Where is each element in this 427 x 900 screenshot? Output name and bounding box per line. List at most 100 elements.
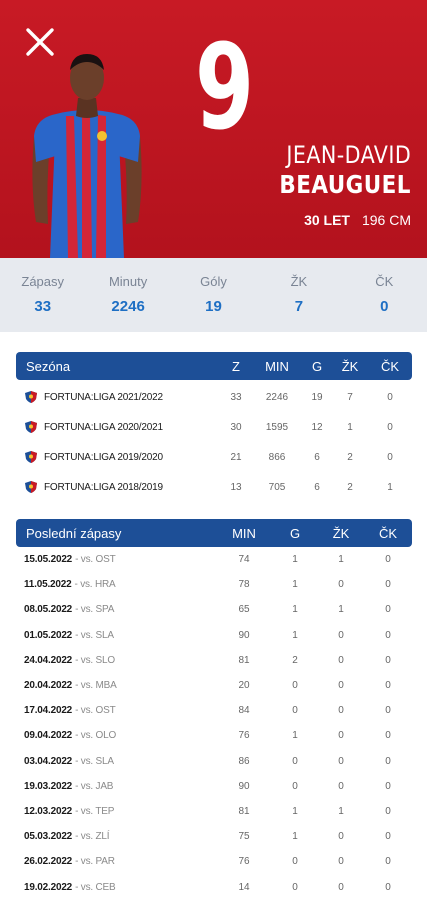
club-badge-icon <box>25 451 37 463</box>
match-min: 74 <box>238 554 250 566</box>
match-zk: 0 <box>338 755 344 767</box>
match-zk: 0 <box>338 881 344 893</box>
match-cell: 05.03.2022- vs. ZLÍ <box>16 831 216 842</box>
player-last-name: BEAUGUEL <box>279 170 411 199</box>
matches-col-title: Poslední zápasy <box>26 525 122 541</box>
summary-goals: Góly 19 <box>171 258 256 332</box>
player-first-name: JEAN-DAVID <box>286 141 411 169</box>
match-cell: 26.02.2022- vs. PAR <box>16 856 216 867</box>
match-zk: 1 <box>338 604 344 616</box>
match-row[interactable]: 05.03.2022- vs. ZLÍ 75 1 0 0 <box>16 824 412 849</box>
summary-label: Góly <box>200 274 227 289</box>
match-g: 1 <box>292 579 298 591</box>
match-cell: 01.05.2022- vs. SLA <box>16 630 216 641</box>
season-row[interactable]: FORTUNA:LIGA 2019/2020 21 866 6 2 0 <box>16 442 412 472</box>
match-row[interactable]: 03.04.2022- vs. SLA 86 0 0 0 <box>16 749 412 774</box>
match-ck: 0 <box>385 604 391 616</box>
match-date: 20.04.2022 <box>24 680 73 692</box>
match-min: 78 <box>238 579 250 591</box>
player-height: 196 CM <box>361 212 411 228</box>
match-ck: 0 <box>385 780 391 792</box>
match-row[interactable]: 19.03.2022- vs. JAB 90 0 0 0 <box>16 774 412 799</box>
match-cell: 09.04.2022- vs. OLO <box>16 730 216 741</box>
summary-value: 0 <box>380 298 389 315</box>
summary-label: Zápasy <box>21 274 65 289</box>
match-min: 20 <box>238 680 250 692</box>
match-date: 08.05.2022 <box>24 604 73 616</box>
match-ck: 0 <box>385 755 391 767</box>
match-opponent: - vs. PAR <box>75 856 115 868</box>
matches-table: Poslední zápasy MIN G ŽK ČK 15.05.2022- … <box>16 519 412 900</box>
match-row[interactable]: 08.05.2022- vs. SPA 65 1 1 0 <box>16 597 412 622</box>
match-opponent: - vs. SLA <box>75 629 114 641</box>
season-ck: 0 <box>387 421 393 433</box>
season-row[interactable]: FORTUNA:LIGA 2021/2022 33 2246 19 7 0 <box>16 382 412 412</box>
season-name: FORTUNA:LIGA 2021/2022 <box>44 391 163 403</box>
match-row[interactable]: 26.02.2022- vs. PAR 76 0 0 0 <box>16 849 412 874</box>
summary-value: 2246 <box>111 298 145 315</box>
match-cell: 03.04.2022- vs. SLA <box>16 756 216 767</box>
season-ck: 0 <box>387 451 393 463</box>
match-g: 1 <box>292 604 298 616</box>
matches-col-ck: ČK <box>378 525 398 541</box>
season-ck: 1 <box>387 481 393 493</box>
match-zk: 1 <box>338 554 344 566</box>
season-row[interactable]: FORTUNA:LIGA 2018/2019 13 705 6 2 1 <box>16 472 412 502</box>
match-cell: 15.05.2022- vs. OST <box>16 554 216 565</box>
match-g: 0 <box>292 680 298 692</box>
match-min: 86 <box>238 755 250 767</box>
match-g: 1 <box>292 730 298 742</box>
match-zk: 0 <box>338 579 344 591</box>
match-ck: 0 <box>385 881 391 893</box>
season-table: Sezóna Z MIN G ŽK ČK FORTUNA:LIGA 2021/2… <box>16 352 412 502</box>
match-row[interactable]: 09.04.2022- vs. OLO 76 1 0 0 <box>16 723 412 748</box>
match-min: 65 <box>238 604 250 616</box>
match-g: 0 <box>292 881 298 893</box>
match-row[interactable]: 12.03.2022- vs. TEP 81 1 1 0 <box>16 799 412 824</box>
match-zk: 0 <box>338 629 344 641</box>
match-g: 2 <box>292 654 298 666</box>
summary-matches: Zápasy 33 <box>0 258 85 332</box>
season-g: 6 <box>314 451 320 463</box>
summary-value: 33 <box>34 298 52 315</box>
player-hero: 9 JEAN-DAVID BEAUGUEL 30 LET 196 CM <box>0 0 427 258</box>
match-row[interactable]: 24.04.2022- vs. SLO 81 2 0 0 <box>16 648 412 673</box>
match-row[interactable]: 17.04.2022- vs. OST 84 0 0 0 <box>16 698 412 723</box>
club-badge-icon <box>25 391 37 403</box>
club-badge-icon <box>25 421 37 433</box>
match-ck: 0 <box>385 680 391 692</box>
season-col-z: Z <box>232 358 240 374</box>
match-cell: 19.02.2022- vs. CEB <box>16 882 216 893</box>
close-icon[interactable] <box>22 24 58 60</box>
season-ck: 0 <box>387 391 393 403</box>
match-ck: 0 <box>385 805 391 817</box>
match-date: 15.05.2022 <box>24 554 73 566</box>
match-zk: 0 <box>338 780 344 792</box>
match-min: 76 <box>238 856 250 868</box>
match-date: 05.03.2022 <box>24 831 73 843</box>
match-ck: 0 <box>385 856 391 868</box>
match-row[interactable]: 11.05.2022- vs. HRA 78 1 0 0 <box>16 572 412 597</box>
match-min: 14 <box>238 881 250 893</box>
match-min: 75 <box>238 831 250 843</box>
season-z: 33 <box>230 391 242 403</box>
player-meta: 30 LET 196 CM <box>304 212 411 228</box>
match-row[interactable]: 20.04.2022- vs. MBA 20 0 0 0 <box>16 673 412 698</box>
summary-value: 19 <box>205 298 222 315</box>
match-min: 81 <box>238 805 250 817</box>
match-row[interactable]: 01.05.2022- vs. SLA 90 1 0 0 <box>16 623 412 648</box>
match-opponent: - vs. OST <box>75 554 116 566</box>
match-cell: 24.04.2022- vs. SLO <box>16 655 216 666</box>
match-date: 11.05.2022 <box>24 579 72 591</box>
season-zk: 2 <box>347 481 353 493</box>
season-row[interactable]: FORTUNA:LIGA 2020/2021 30 1595 12 1 0 <box>16 412 412 442</box>
match-cell: 12.03.2022- vs. TEP <box>16 806 216 817</box>
summary-stats: Zápasy 33 Minuty 2246 Góly 19 ŽK 7 ČK 0 <box>0 258 427 332</box>
season-zk: 2 <box>347 451 353 463</box>
match-row[interactable]: 19.02.2022- vs. CEB 14 0 0 0 <box>16 874 412 899</box>
match-zk: 1 <box>338 805 344 817</box>
match-row[interactable]: 15.05.2022- vs. OST 74 1 1 0 <box>16 547 412 572</box>
summary-label: ŽK <box>290 274 308 289</box>
match-opponent: - vs. JAB <box>75 780 114 792</box>
matches-col-min: MIN <box>232 525 256 541</box>
